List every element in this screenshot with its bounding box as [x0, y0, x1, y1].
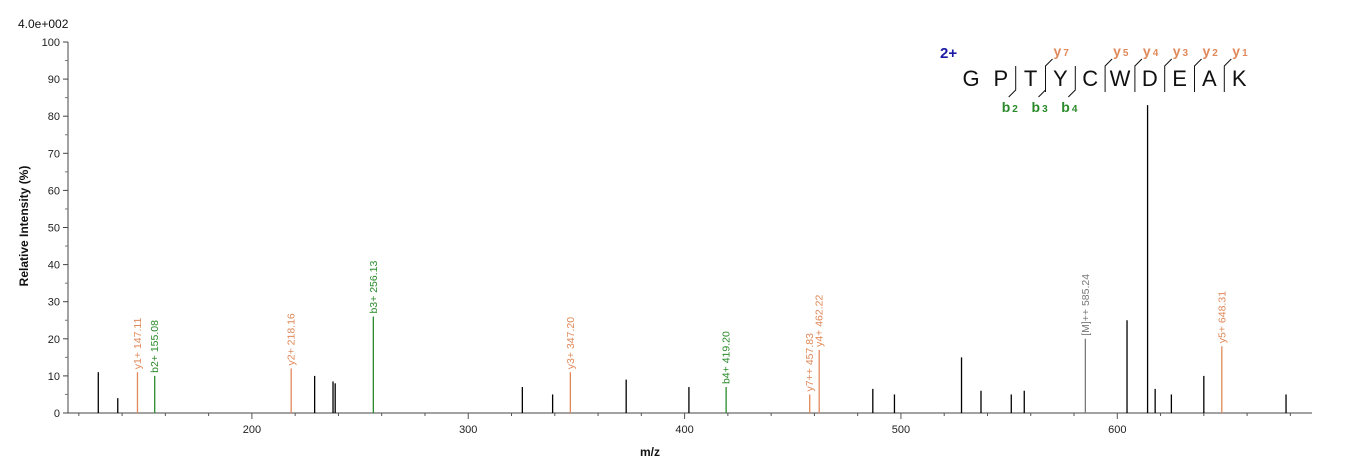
y-tick-label: 10 [48, 371, 60, 383]
sequence-residue: E [1172, 66, 1187, 91]
sequence-residue: D [1142, 66, 1158, 91]
b-ion-cleavage-mark [1038, 66, 1046, 98]
x-tick-label: 600 [1108, 424, 1126, 436]
sequence-residue: K [1232, 66, 1247, 91]
peak-label: b3+ 256.13 [368, 261, 380, 314]
y-axis: 0 10 20 30 40 50 60 70 80 90 100 [42, 37, 69, 420]
sequence-residue: P [993, 66, 1008, 91]
y-tick-label: 0 [54, 408, 60, 420]
peak-label: b2+ 155.08 [149, 320, 161, 373]
y-ion-cleavage-mark [1194, 58, 1202, 92]
x-axis-label: m/z [640, 445, 660, 459]
b-ion-cleavage-mark [1067, 66, 1076, 98]
x-tick-label: 200 [243, 424, 261, 436]
peak-label: y4+ 462.22 [814, 295, 826, 347]
y-tick-label: 50 [48, 223, 60, 235]
y-tick-label: 60 [48, 185, 60, 197]
y-tick-label: 90 [48, 74, 60, 86]
peak-label: y2+ 218.16 [286, 313, 298, 365]
x-axis: 200 300 400 500 600 [68, 412, 1312, 436]
sequence-residue: Y [1053, 66, 1068, 91]
charge-state-label: 2+ [940, 45, 957, 62]
y-tick-label: 20 [48, 334, 60, 346]
peptide-annotation: 2+ G P T Y C W D E A Ky 7 y 5 y 4 y 3 y 2 y 1 b 2 b 3 b 4 [940, 43, 1248, 115]
peaks-group: y1+ 147.11 b2+ 155.08 y2+ 218.16 b3+ 256.13… [97, 105, 1287, 413]
b-ion-cleavage-mark [1008, 66, 1017, 98]
peak-label: y5+ 648.31 [1216, 291, 1228, 343]
x-tick-label: 500 [892, 424, 910, 436]
y-ion-cleavage-mark [1045, 58, 1053, 92]
peak-label: b4+ 419.20 [721, 331, 733, 384]
y-tick-label: 30 [48, 297, 60, 309]
y-ion-cleavage-mark [1104, 58, 1113, 92]
sequence-residue: A [1202, 66, 1217, 91]
y-tick-label: 100 [42, 37, 60, 49]
y-ion-cleavage-mark [1164, 58, 1173, 92]
y-axis-label: Relative Intensity (%) [17, 166, 31, 287]
y-tick-label: 40 [48, 260, 60, 272]
y-ion-cleavage-mark [1223, 58, 1232, 92]
sequence-residue: G [962, 66, 979, 91]
peak-label: y7++ 457.83 [804, 333, 816, 392]
y-tick-label: 80 [48, 111, 60, 123]
peak-label: [M]++ 585.24 [1080, 274, 1092, 336]
peak-label: y3+ 347.20 [565, 317, 577, 369]
sequence-residue: C [1082, 66, 1098, 91]
peak-label: y1+ 147.11 [132, 318, 144, 370]
sequence-residue: T [1024, 66, 1037, 91]
y-ion-cleavage-mark [1134, 58, 1143, 92]
sequence-residue: W [1110, 66, 1131, 91]
x-tick-label: 300 [459, 424, 477, 436]
x-tick-label: 400 [675, 424, 693, 436]
y-tick-label: 70 [48, 148, 60, 160]
intensity-scale-label: 4.0e+002 [18, 17, 69, 31]
